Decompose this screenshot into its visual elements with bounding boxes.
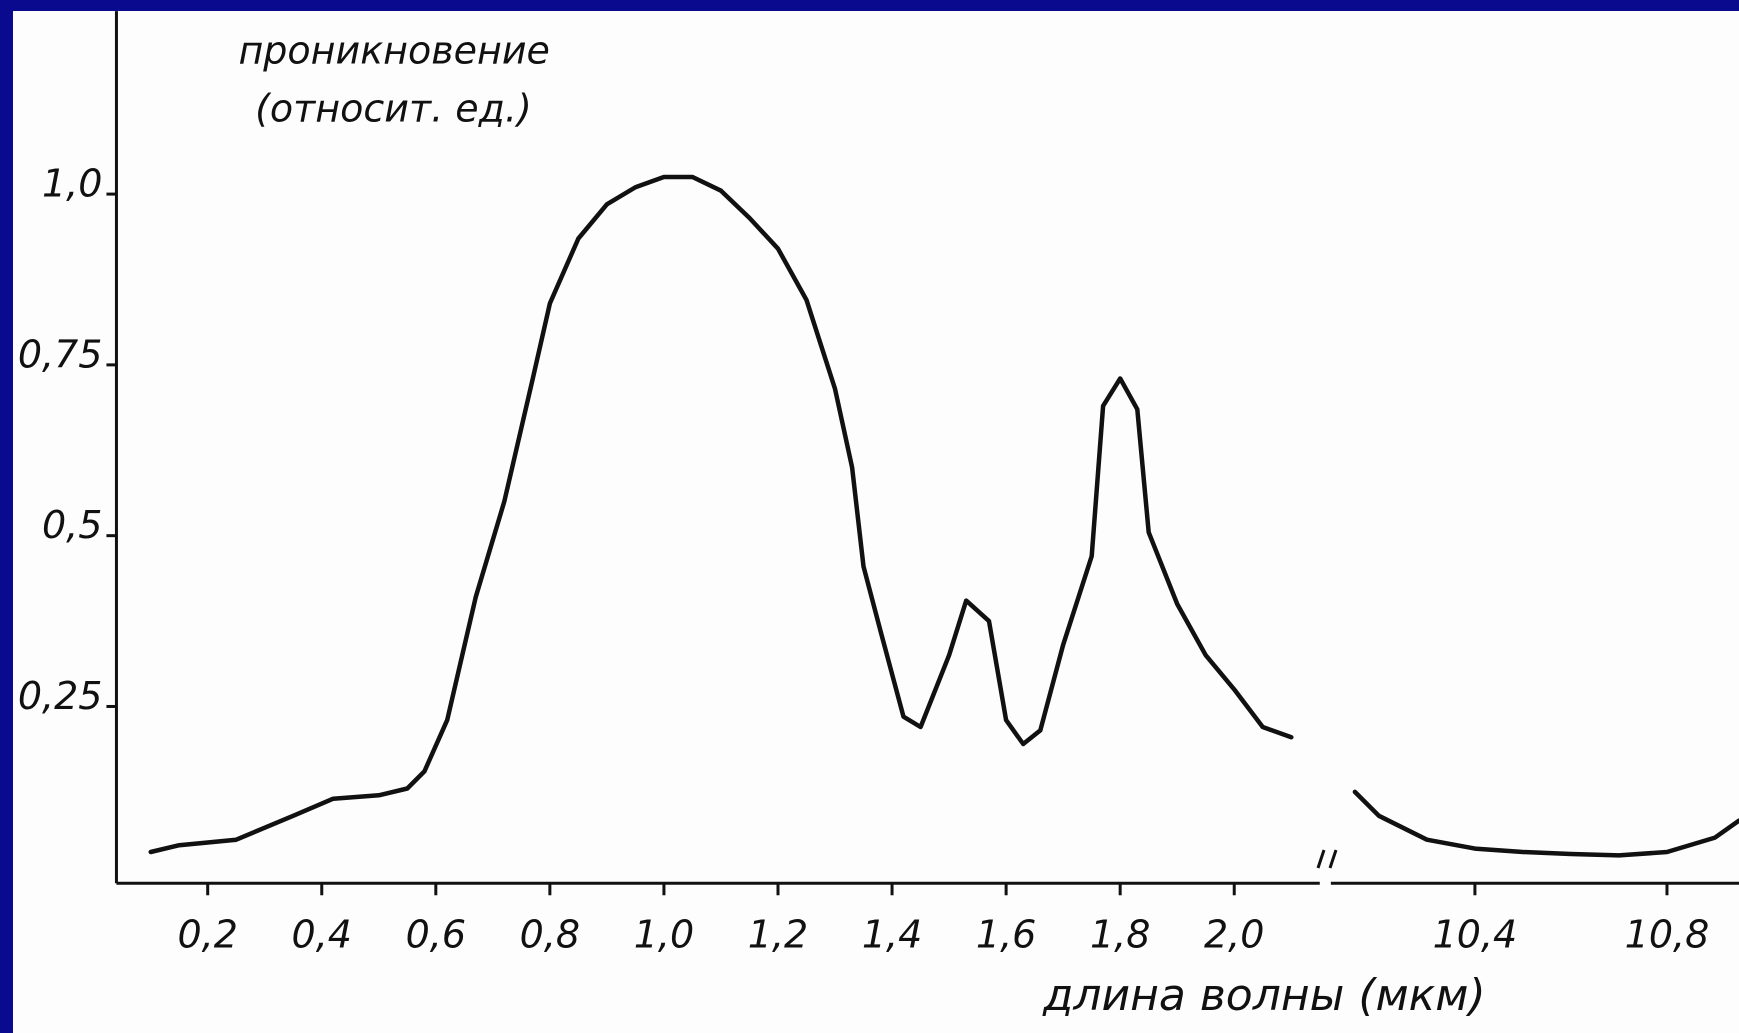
x-tick-label: 10,8 bbox=[1625, 913, 1710, 957]
x-tick-label: 1,8 bbox=[1090, 913, 1150, 957]
x-tick-label: 2,0 bbox=[1204, 913, 1264, 957]
y-tick-label: 0,75 bbox=[18, 332, 103, 376]
x-tick-label: 10,4 bbox=[1433, 913, 1518, 957]
data-line bbox=[1352, 789, 1739, 858]
axis-break bbox=[1316, 849, 1338, 869]
x-axis-label: длина волны (мкм) bbox=[1042, 970, 1486, 1021]
x-tick-label: 0,4 bbox=[292, 913, 352, 957]
x-tick-label: 0,8 bbox=[520, 913, 580, 957]
x-tick-label: 1,2 bbox=[748, 913, 808, 957]
y-tick-label: 0,25 bbox=[18, 674, 103, 718]
paper bbox=[13, 11, 1739, 1033]
x-tick-label: 0,6 bbox=[406, 913, 466, 957]
y-axis-label: проникновение bbox=[238, 29, 550, 73]
y-axis-label: (относит. ед.) bbox=[255, 86, 532, 130]
break-mark bbox=[1316, 849, 1326, 869]
x-tick-label: 1,4 bbox=[862, 913, 922, 957]
x-tick-label: 0,2 bbox=[177, 913, 237, 957]
y-tick-label: 1,0 bbox=[42, 162, 102, 206]
x-tick-label: 1,0 bbox=[634, 913, 694, 957]
x-tick-label: 1,6 bbox=[976, 913, 1036, 957]
y-tick-label: 0,5 bbox=[42, 503, 102, 547]
data-line bbox=[148, 174, 1294, 855]
break-mark bbox=[1328, 849, 1338, 869]
